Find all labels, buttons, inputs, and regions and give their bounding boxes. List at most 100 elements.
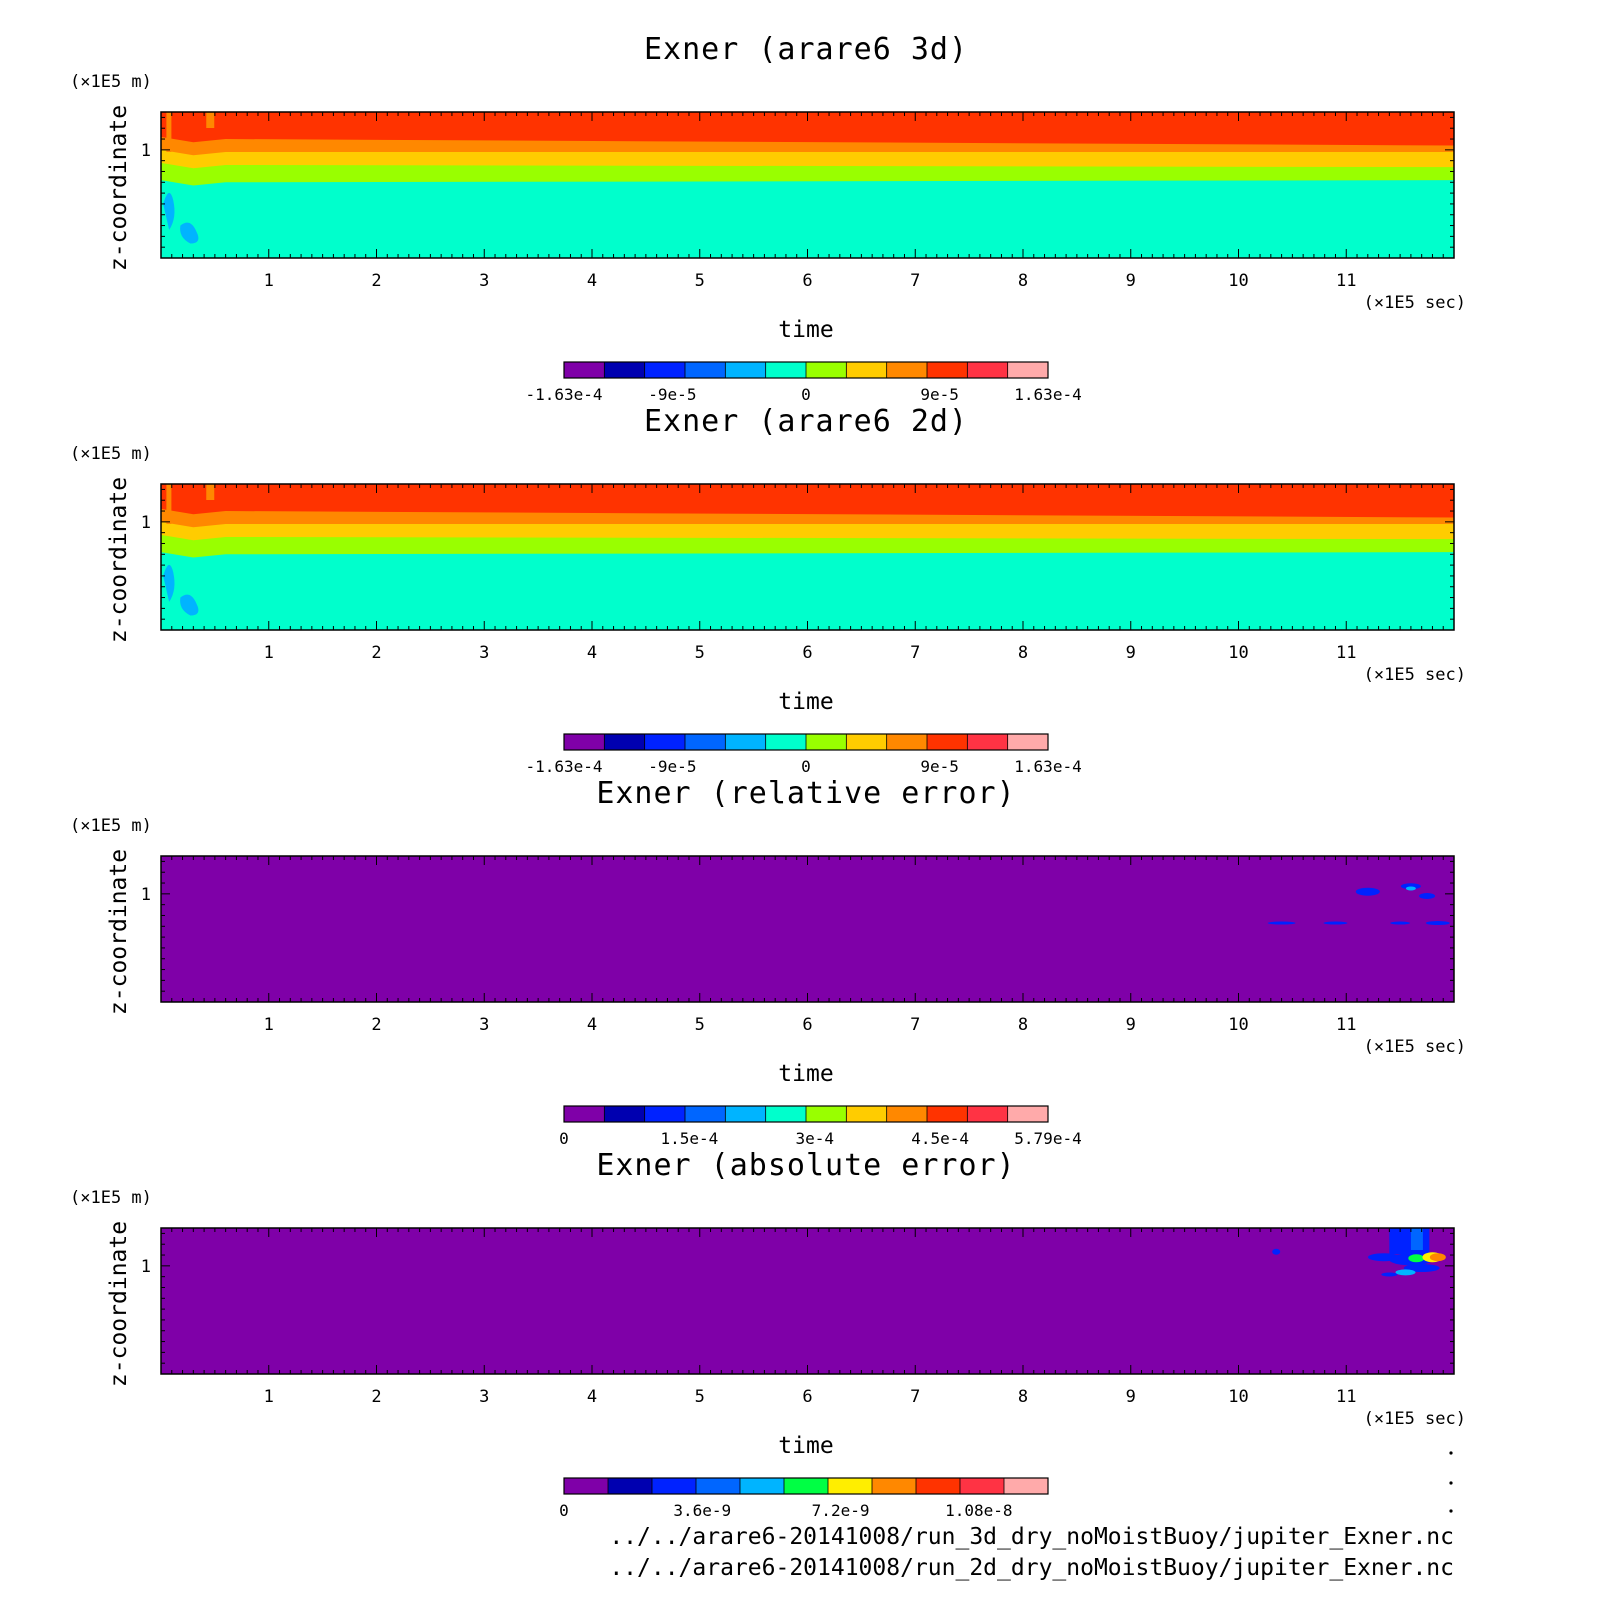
panel-2: Exner (arare6 2d)(×1E5 m)1 2 3 4 5 6 7 8 9 10 111z…: [70, 404, 1466, 776]
colorbar-tick-label: 0: [559, 1501, 569, 1520]
x-tick-label: 11: [1336, 1387, 1356, 1407]
colorbar-tick-label: 3.6e-9: [673, 1501, 731, 1520]
x-unit-label: (×1E5 sec): [1364, 665, 1466, 685]
y-unit-label: (×1E5 m): [70, 72, 152, 92]
file-path-label: ../../arare6-20141008/run_2d_dry_noMoist…: [609, 1555, 1454, 1581]
colorbar-tick-label: -1.63e-4: [525, 385, 602, 404]
x-tick-label: 3: [479, 643, 489, 663]
heatmap-field: [161, 856, 1454, 1002]
colorbar-tick-label: 7.2e-9: [812, 1501, 870, 1520]
x-axis-label: time: [778, 689, 833, 715]
y-axis-label: z-coordinate: [106, 477, 132, 643]
colorbar-swatch: [608, 1478, 653, 1494]
colorbar-swatch: [685, 362, 726, 378]
y-unit-label: (×1E5 m): [70, 444, 152, 464]
marker-dot: [1449, 1451, 1453, 1455]
colorbar-swatch: [1007, 734, 1049, 750]
x-tick-label: 4: [587, 1015, 597, 1035]
x-unit-label: (×1E5 sec): [1364, 293, 1466, 313]
error-patch: [1395, 1269, 1416, 1276]
x-tick-label: 7: [910, 271, 920, 291]
colorbar-tick-label: 0: [559, 1129, 569, 1148]
error-patch: [1419, 893, 1436, 900]
panel-title: Exner (arare6 2d): [644, 404, 968, 439]
colorbar-swatch: [784, 1478, 829, 1494]
y-axis-label: z-coordinate: [106, 105, 132, 271]
transient-spike: [206, 484, 215, 500]
x-tick-label: 7: [910, 1387, 920, 1407]
error-patch: [1272, 1248, 1281, 1255]
x-tick-label: 1: [264, 643, 274, 663]
transient-blob: [180, 222, 199, 244]
colorbar-swatch: [967, 734, 1009, 750]
colorbar-swatch: [927, 734, 968, 750]
x-tick-label: 7: [910, 1015, 920, 1035]
x-tick-label: 9: [1126, 1015, 1136, 1035]
panel-title: Exner (arare6 3d): [644, 32, 968, 67]
transient-blob: [163, 564, 175, 602]
colorbar-swatch: [644, 362, 686, 378]
transient-blob: [163, 192, 175, 230]
colorbar-tick-label: -9e-5: [648, 757, 696, 776]
x-tick-label: 6: [802, 1015, 812, 1035]
y-tick-label: 1: [141, 141, 151, 161]
colorbar-swatch: [806, 1106, 847, 1122]
colorbar-tick-label: -1.63e-4: [525, 757, 602, 776]
x-tick-label: 9: [1126, 271, 1136, 291]
y-tick-label: 1: [141, 885, 151, 905]
x-axis-label: time: [778, 1061, 833, 1087]
field-band-zero: [161, 856, 1454, 1002]
x-tick-label: 10: [1228, 643, 1248, 663]
colorbar-swatch: [564, 362, 605, 378]
x-tick-label: 1: [264, 1387, 274, 1407]
colorbar-swatch: [564, 1478, 609, 1494]
colorbar-swatch: [828, 1478, 873, 1494]
error-patch: [1381, 1272, 1398, 1277]
colorbar-frame: [563, 1105, 1049, 1123]
panel-title: Exner (relative error): [596, 776, 1015, 811]
colorbar-swatch: [846, 362, 888, 378]
x-tick-label: 1: [264, 1015, 274, 1035]
colorbar-tick-label: -9e-5: [648, 385, 696, 404]
colorbar-swatch: [725, 734, 767, 750]
x-tick-label: 3: [479, 271, 489, 291]
colorbar-tick-label: 1.08e-8: [945, 1501, 1012, 1520]
x-tick-label: 10: [1228, 1015, 1248, 1035]
colorbar-swatch: [765, 362, 807, 378]
x-tick-label: 9: [1126, 643, 1136, 663]
colorbar-swatch: [740, 1478, 785, 1494]
colorbar-swatch: [960, 1478, 1005, 1494]
colorbar-swatch: [725, 1106, 767, 1122]
colorbar-swatch: [604, 362, 646, 378]
colorbar-tick-label: 1.5e-4: [660, 1129, 718, 1148]
x-tick-label: 2: [371, 1387, 381, 1407]
error-patch: [1390, 921, 1411, 925]
transient-blob: [180, 594, 199, 616]
colorbar-tick-label: 9e-5: [920, 385, 959, 404]
x-tick-label: 8: [1018, 643, 1028, 663]
colorbar: -1.63e-4 -9e-5 0 9e-5 1.63e-4: [525, 733, 1082, 776]
field-band-zero: [161, 1228, 1454, 1374]
colorbar-swatch: [685, 734, 726, 750]
colorbar-tick-label: 1.63e-4: [1014, 385, 1081, 404]
transient-spike: [206, 112, 215, 128]
y-axis-label: z-coordinate: [106, 1221, 132, 1387]
colorbar-swatch: [564, 1106, 605, 1122]
x-tick-label: 4: [587, 271, 597, 291]
error-column: [1410, 1228, 1423, 1250]
colorbar-swatch: [685, 1106, 726, 1122]
colorbar-tick-label: 1.63e-4: [1014, 757, 1081, 776]
panel-4: Exner (absolute error) (×1E5 m) 1 2 3 4 5 6 7 8 9 1…: [70, 1148, 1466, 1520]
x-tick-label: 3: [479, 1387, 489, 1407]
x-tick-label: 6: [802, 643, 812, 663]
transient-spike: [166, 484, 172, 524]
colorbar-swatch: [846, 734, 888, 750]
colorbar-swatch: [916, 1478, 961, 1494]
x-tick-label: 2: [371, 1015, 381, 1035]
y-unit-label: (×1E5 m): [70, 1188, 152, 1208]
y-unit-label: (×1E5 m): [70, 816, 152, 836]
x-unit-label: (×1E5 sec): [1364, 1409, 1466, 1429]
y-tick-label: 1: [141, 1257, 151, 1277]
colorbar-swatch: [725, 362, 767, 378]
